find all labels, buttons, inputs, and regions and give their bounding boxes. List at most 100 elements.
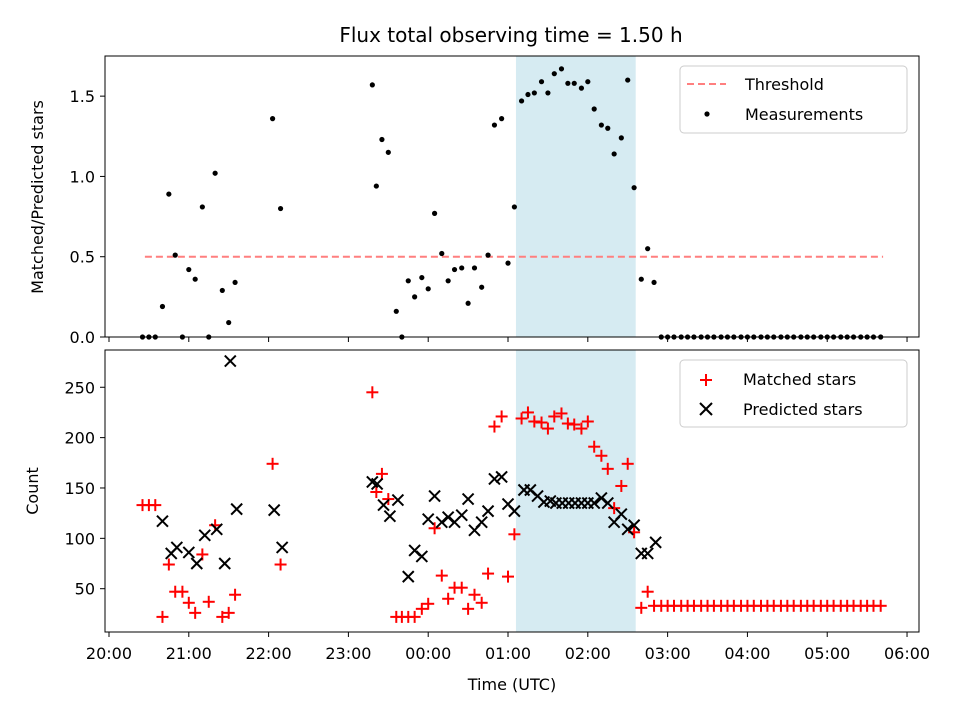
top-panel: 0.0 0.5 1.0 1.5 Matched/Predicted stars Thr…	[28, 55, 920, 347]
matched-stars-point	[548, 410, 561, 423]
measurement-point	[419, 274, 425, 281]
predicted-stars-point	[383, 509, 397, 523]
matched-stars-point	[216, 610, 229, 623]
matched-stars-point	[408, 610, 421, 623]
top-y-axis-label: Matched/Predicted stars	[28, 100, 47, 294]
predicted-stars-point	[170, 541, 184, 554]
predicted-stars-point	[627, 519, 641, 532]
matched-stars-point	[508, 528, 521, 541]
matched-stars-point	[641, 585, 654, 598]
y-tick-label: 200	[64, 429, 95, 448]
measurement-point	[369, 82, 375, 88]
predicted-stars-point	[415, 550, 429, 563]
measurement-point	[511, 204, 517, 210]
measurement-point	[465, 300, 471, 306]
x-tick-label: 00:00	[405, 644, 451, 663]
legend-predicted-label: Predicted stars	[743, 400, 863, 419]
matched-stars-point	[442, 592, 455, 605]
predicted-stars-point	[601, 496, 614, 510]
matched-stars-point	[615, 479, 628, 492]
predicted-stars-point	[649, 536, 662, 549]
matched-stars-point	[502, 570, 515, 583]
matched-stars-point	[274, 558, 287, 571]
bottom-x-ticks: 20:00 21:00 22:00 23:00 00:00 01:00 02:00 03:00…	[86, 632, 930, 663]
measurement-point	[219, 287, 225, 294]
bottom-panel: 50 100 150 200 250 20:00 21:00 22:00 23:00 00:00…	[23, 349, 930, 694]
bottom-shaded-interval	[515, 350, 636, 632]
measurement-point	[479, 284, 485, 290]
measurement-point	[605, 125, 611, 131]
matched-stars-point	[555, 407, 568, 420]
measurement-point	[232, 279, 238, 286]
matched-stars-point	[182, 596, 195, 609]
matched-stars-point	[462, 602, 475, 615]
top-legend: Threshold Measurements	[679, 65, 908, 134]
measurement-point	[226, 319, 232, 326]
legend-matched-swatch	[700, 374, 712, 386]
matched-stars-point	[561, 417, 574, 430]
predicted-stars-point	[218, 557, 231, 570]
measurement-point	[379, 136, 385, 143]
y-tick-label: 0.5	[70, 248, 95, 267]
measurement-point	[431, 210, 438, 216]
y-tick-label: 100	[64, 529, 95, 548]
matched-stars-point	[149, 499, 162, 512]
matched-stars-point	[370, 486, 383, 499]
predicted-stars-point	[621, 523, 634, 536]
measurement-point	[499, 116, 505, 122]
y-tick-label: 1.5	[70, 87, 95, 106]
measurement-point	[439, 250, 445, 257]
predicted-stars-point	[377, 498, 390, 512]
y-tick-label: 50	[75, 580, 95, 599]
matched-stars-point	[621, 457, 634, 470]
matched-stars-point	[222, 606, 235, 619]
measurement-point	[393, 308, 399, 314]
measurement-point	[485, 252, 491, 258]
y-tick-label: 1.0	[70, 167, 95, 186]
matched-stars-point	[495, 410, 508, 423]
y-tick-label: 150	[64, 479, 95, 498]
matched-stars-point	[482, 567, 495, 580]
matched-stars-point	[575, 422, 588, 435]
matched-stars-point	[176, 585, 189, 598]
matched-stars-point	[475, 596, 488, 609]
measurement-point	[405, 278, 411, 284]
measurement-point	[186, 266, 192, 273]
measurement-point	[591, 106, 597, 112]
y-tick-label: 0.0	[70, 328, 95, 347]
measurement-point	[551, 71, 557, 77]
x-axis-label: Time (UTC)	[467, 675, 556, 694]
legend-matched-label: Matched stars	[743, 370, 856, 389]
x-tick-label: 06:00	[884, 644, 930, 663]
measurement-point	[611, 151, 617, 157]
matched-stars-point	[568, 418, 581, 431]
measurement-point	[459, 265, 465, 271]
measurement-point	[425, 286, 431, 292]
predicted-stars-point	[224, 354, 237, 368]
y-tick-label: 250	[64, 378, 95, 397]
predicted-stars-point	[495, 470, 508, 484]
predicted-stars-point	[488, 472, 501, 486]
predicted-stars-point	[475, 516, 488, 529]
matched-stars-point	[468, 588, 481, 601]
predicted-stars-point	[391, 493, 405, 507]
matched-stars-point	[541, 422, 554, 435]
bottom-y-axis-label: Count	[23, 467, 42, 515]
measurement-point	[631, 185, 637, 191]
x-tick-label: 03:00	[645, 644, 691, 663]
predicted-stars-point	[587, 496, 601, 510]
x-tick-label: 02:00	[565, 644, 611, 663]
measurement-point	[525, 91, 531, 98]
top-y-ticks: 0.0 0.5 1.0 1.5	[70, 87, 105, 347]
x-tick-label: 21:00	[166, 644, 212, 663]
matched-stars-point	[601, 462, 614, 475]
measurement-point	[545, 90, 551, 96]
measurement-point	[172, 252, 178, 258]
measurement-point	[166, 191, 172, 197]
legend-threshold-label: Threshold	[744, 75, 824, 94]
predicted-stars-point	[461, 492, 475, 506]
matched-stars-point	[229, 588, 242, 601]
measurement-point	[159, 303, 166, 310]
matched-stars-point	[581, 415, 594, 428]
